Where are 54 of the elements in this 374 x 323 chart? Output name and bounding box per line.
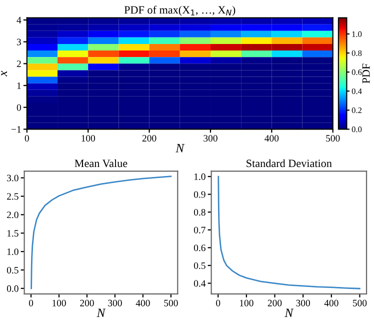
y-tick-label: 0.4: [194, 280, 206, 287]
color-bar-label: 0.2: [352, 108, 362, 114]
x-axis-title: N: [176, 144, 185, 152]
x-tick-label: 100: [52, 300, 66, 306]
x-tick-label: 100: [82, 135, 96, 142]
y-tick-label: 0.0: [6, 285, 18, 292]
x-tick-label: 400: [264, 135, 279, 142]
y-tick-label: 0.7: [194, 226, 206, 234]
y-tick-label: −1: [12, 126, 21, 133]
x-tick-label: 400: [324, 300, 338, 306]
y-axis-title: x: [1, 70, 7, 76]
y-tick-label: 1.0: [194, 173, 206, 180]
x-tick-label: 0: [28, 300, 34, 306]
y-tick-label: 0.9: [194, 191, 206, 198]
x-tick-label: 100: [240, 300, 254, 306]
y-tick-label: 3.0: [7, 174, 18, 182]
x-axis-title: N: [284, 308, 294, 317]
y-tick-label: 0: [16, 104, 21, 111]
x-tick-label: 500: [326, 135, 340, 142]
y-tick-label: 0.6: [194, 244, 206, 252]
y-tick-label: 1: [17, 82, 21, 89]
x-tick-label: 0: [216, 300, 220, 306]
line-series: [218, 176, 360, 290]
x-tick-label: 0: [24, 135, 29, 142]
y-tick-label: 0.8: [194, 209, 206, 216]
y-tick-label: 4: [16, 16, 22, 24]
chart-title: Standard Deviation: [246, 159, 332, 168]
chart-title: Mean Value: [74, 159, 128, 168]
y-tick-label: 0.5: [6, 266, 18, 274]
x-tick-label: 200: [80, 300, 94, 306]
y-tick-label: 1.5: [7, 230, 18, 237]
y-tick-label: 0.5: [194, 262, 206, 269]
x-tick-label: 300: [204, 135, 218, 142]
color-bar-title: PDF: [362, 64, 370, 84]
x-tick-label: 200: [268, 300, 282, 306]
color-bar-label: 0.6: [352, 69, 362, 76]
chart-title: PDF of max(X$_{1}$, …, X$_{N}$): [124, 6, 236, 16]
color-bar-label: 1.0: [352, 31, 362, 37]
x-tick-label: 500: [164, 300, 178, 306]
line-series: [30, 176, 172, 290]
y-tick-label: 2.0: [7, 212, 18, 218]
y-tick-label: 2.5: [7, 193, 18, 200]
x-tick-label: 400: [136, 300, 150, 306]
y-tick-label: 1.0: [7, 248, 18, 256]
x-tick-label: 300: [296, 300, 310, 306]
y-tick-label: 3: [16, 38, 21, 46]
x-tick-label: 300: [108, 300, 122, 306]
x-tick-label: 500: [352, 300, 367, 306]
color-bar-label: 0.4: [352, 88, 362, 94]
color-bar-label: 0.8: [352, 50, 362, 56]
y-tick-label: 2: [16, 60, 21, 68]
x-tick-label: 200: [142, 135, 156, 142]
x-axis-title: N: [96, 308, 106, 317]
color-bar-label: 0.0: [352, 126, 362, 132]
